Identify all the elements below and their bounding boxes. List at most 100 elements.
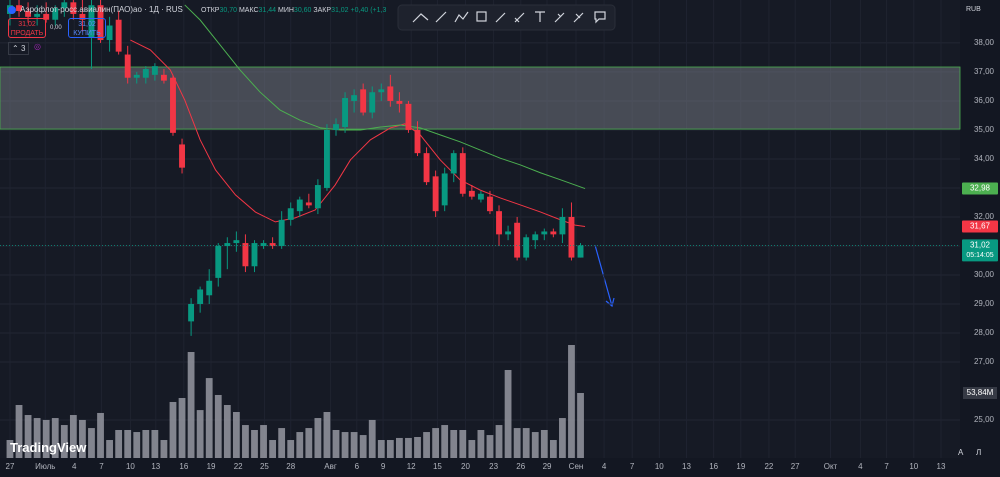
volume-bar <box>142 429 150 458</box>
toolbar-icons <box>412 11 606 24</box>
tool-icon[interactable] <box>412 13 429 23</box>
tool-icon[interactable] <box>476 11 487 22</box>
y-tick-label: 29,00 <box>974 299 995 308</box>
y-tick-label: 27,00 <box>974 357 995 366</box>
tool-icon[interactable] <box>514 12 525 23</box>
volume-bar <box>504 369 512 458</box>
candle-body <box>115 19 122 52</box>
candle-body <box>233 240 240 244</box>
label: ЗАКР <box>313 7 332 14</box>
x-tick-label: 6 <box>355 462 360 471</box>
volume-label-bg <box>963 387 997 400</box>
price-label: 32,98 <box>970 184 991 193</box>
indicators-toggle[interactable]: ⌃ 3 <box>8 42 30 55</box>
candle-body <box>52 8 59 20</box>
x-tick-label: 13 <box>937 462 946 471</box>
x-tick-label: Авг <box>324 462 337 471</box>
indicator-count: 3 <box>20 44 26 53</box>
volume-bar <box>88 428 95 458</box>
volume-bar <box>33 418 41 458</box>
x-tick-label: 16 <box>709 462 718 471</box>
candle-body <box>541 231 548 235</box>
volume-bar <box>178 397 186 458</box>
volume-bar <box>124 429 132 458</box>
x-tick-label: 4 <box>602 462 607 471</box>
tool-icon[interactable] <box>594 11 606 24</box>
label: МАКС <box>238 7 259 14</box>
candle-body <box>16 5 22 12</box>
tool-icon[interactable] <box>535 11 545 22</box>
volume-bar <box>251 429 258 458</box>
x-tick-label: 13 <box>682 462 691 471</box>
price-label-bg <box>962 182 998 195</box>
tool-icon[interactable] <box>573 12 584 23</box>
x-tick-label: 29 <box>543 462 552 471</box>
x-tick-label: 13 <box>151 462 160 471</box>
x-tick-label: Июль <box>35 462 55 471</box>
arrow-drawing <box>594 244 613 307</box>
tool-icon[interactable] <box>435 11 447 23</box>
volume-bar <box>386 440 394 458</box>
volume-bar <box>196 410 204 458</box>
candle-body <box>79 13 86 20</box>
moving-average <box>184 4 586 190</box>
moving-average <box>130 39 586 228</box>
volume-bar <box>559 418 566 458</box>
candle-body <box>70 2 77 14</box>
candle-body <box>559 216 566 235</box>
spread: 0,00 <box>50 25 62 31</box>
volume-bar <box>359 435 367 458</box>
x-tick-label: 27 <box>791 462 800 471</box>
label: ОТКР <box>201 7 220 14</box>
candle-body <box>450 153 457 174</box>
symbol[interactable]: Аэрофлот-росс.авиалин(ПАО)ао · 1Д · RUS <box>8 5 183 14</box>
volume-bar <box>468 440 476 458</box>
buy-button[interactable]: 31,02 КУПИТЬ <box>68 18 106 38</box>
candle-body <box>387 86 394 101</box>
x-tick-label: 9 <box>381 462 386 471</box>
volume-bar <box>79 419 86 458</box>
price-label-bg <box>962 239 998 262</box>
candle-body <box>106 25 113 41</box>
volume-bar <box>160 440 168 458</box>
candle-body <box>287 208 294 220</box>
volume-bar <box>377 440 385 458</box>
x-tick-label: 12 <box>407 462 416 471</box>
x-tick-label: 10 <box>126 462 135 471</box>
volume-bar <box>260 425 267 458</box>
y-tick-label: 25,00 <box>974 415 995 424</box>
y-tick-label: 32,00 <box>974 212 995 221</box>
candle-body <box>43 13 50 20</box>
y-tick-label: 34,00 <box>974 154 995 163</box>
log-scale[interactable]: Л <box>976 448 982 457</box>
auto-scale[interactable]: A <box>958 448 964 457</box>
volume-bar <box>414 436 421 458</box>
y-tick-label: 35,00 <box>974 125 995 134</box>
volume-bar <box>450 429 458 458</box>
x-tick-label: 16 <box>179 462 188 471</box>
tool-icon[interactable] <box>495 12 506 23</box>
volume-bar <box>287 440 295 458</box>
currency[interactable]: RUB <box>966 6 981 13</box>
volume-bar <box>477 429 485 458</box>
value: 31,44 <box>258 7 277 14</box>
time-scale <box>0 458 960 477</box>
candle-body <box>197 289 204 304</box>
volume-bar <box>169 401 177 458</box>
candle-body <box>124 54 131 78</box>
y-tick-label: 30,00 <box>974 270 995 279</box>
tool-icon[interactable] <box>454 11 469 23</box>
volume-bar <box>223 405 231 458</box>
volume-bar <box>341 432 349 458</box>
volume-bar <box>323 412 331 458</box>
candle-body <box>269 243 276 246</box>
tool-icon[interactable] <box>554 12 565 23</box>
settings-icon[interactable]: ◎ <box>34 42 41 51</box>
candle-body <box>423 153 430 183</box>
drawing-toolbar[interactable] <box>397 4 616 31</box>
sell-button[interactable]: 31,02 ПРОДАТЬ <box>8 18 46 38</box>
candle-body <box>378 89 385 93</box>
volume-label: 53,84M <box>967 388 994 397</box>
candle-body <box>133 74 140 78</box>
